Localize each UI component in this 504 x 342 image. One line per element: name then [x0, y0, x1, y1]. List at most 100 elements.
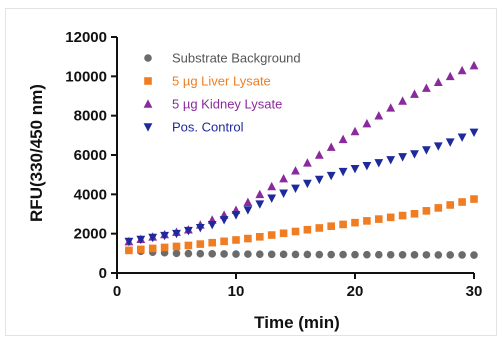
- data-point: [243, 197, 253, 206]
- data-point: [386, 213, 395, 222]
- data-point: [422, 251, 431, 259]
- data-point: [422, 146, 431, 155]
- data-point: [398, 153, 407, 162]
- data-point: [326, 171, 336, 181]
- data-point: [327, 250, 336, 259]
- y-tick-label: 10000: [65, 68, 107, 85]
- data-point: [303, 225, 312, 234]
- data-point: [232, 250, 240, 258]
- data-point: [256, 233, 264, 241]
- data-point: [446, 251, 455, 259]
- data-point: [196, 249, 205, 258]
- data-point: [148, 233, 158, 243]
- data-point: [267, 250, 276, 259]
- data-point: [231, 211, 241, 220]
- data-point: [434, 204, 443, 212]
- data-point: [363, 217, 371, 225]
- data-point: [255, 250, 264, 259]
- data-point: [338, 167, 348, 177]
- data-point: [445, 138, 455, 147]
- data-point: [172, 229, 181, 239]
- data-point: [410, 150, 419, 159]
- data-point: [137, 245, 145, 254]
- data-point: [339, 250, 347, 259]
- data-point: [327, 222, 335, 230]
- data-point: [244, 250, 252, 258]
- data-point: [148, 244, 157, 253]
- legend-entry-label: 5 µg Kidney Lysate: [172, 97, 282, 112]
- data-point: [470, 251, 478, 259]
- data-point: [208, 238, 216, 247]
- data-point: [398, 250, 407, 259]
- data-point: [446, 201, 454, 209]
- data-point: [279, 229, 288, 238]
- axes: [116, 37, 474, 274]
- data-point: [469, 60, 479, 70]
- y-tick-label: 6000: [74, 147, 107, 164]
- data-point: [339, 220, 347, 229]
- data-point: [219, 216, 229, 225]
- data-point: [410, 251, 419, 259]
- data-point: [433, 77, 443, 87]
- x-tick-label: 20: [347, 283, 364, 300]
- y-tick-label: 2000: [74, 226, 107, 243]
- data-point: [375, 250, 383, 259]
- data-point: [243, 206, 253, 215]
- data-point: [172, 242, 181, 251]
- data-point: [458, 198, 466, 206]
- data-point: [457, 133, 467, 142]
- data-point: [351, 218, 359, 227]
- data-point: [303, 179, 312, 189]
- data-point: [125, 246, 133, 255]
- data-point: [291, 250, 300, 259]
- legend-marker: [144, 77, 152, 85]
- data-point: [362, 162, 372, 171]
- data-point: [160, 231, 169, 241]
- ticks: 0 2000 4000 6000 8000 10000 12000 0 10 20 30: [65, 29, 482, 300]
- data-point: [458, 251, 466, 259]
- data-point: [386, 156, 396, 165]
- data-point: [160, 243, 169, 252]
- data-point: [267, 181, 277, 191]
- data-point: [470, 195, 478, 203]
- data-point: [374, 111, 384, 120]
- data-point: [255, 189, 265, 199]
- data-point: [291, 166, 300, 175]
- data-point: [314, 175, 324, 185]
- data-point: [136, 235, 146, 245]
- data-point: [314, 150, 324, 159]
- data-point: [315, 224, 324, 232]
- series-1: [125, 195, 478, 255]
- data-point: [195, 223, 205, 233]
- data-point: [410, 89, 419, 98]
- data-point: [326, 142, 336, 151]
- data-point: [279, 189, 288, 198]
- series-3: [124, 128, 479, 247]
- x-tick-label: 0: [113, 283, 121, 300]
- legend-entry-label: 5 µg Liver Lysate: [172, 74, 271, 89]
- data-point: [386, 250, 395, 259]
- data-point: [351, 250, 359, 259]
- data-point: [386, 103, 396, 112]
- legend-marker: [144, 54, 152, 62]
- x-axis-label: Time (min): [254, 313, 340, 332]
- data-point: [445, 71, 455, 81]
- data-point: [350, 126, 360, 136]
- data-point: [291, 184, 300, 194]
- legend-marker: [143, 99, 153, 108]
- data-point: [363, 250, 371, 259]
- data-point: [410, 210, 419, 218]
- data-point: [267, 231, 276, 239]
- data-point: [422, 83, 431, 92]
- data-point: [398, 211, 407, 220]
- data-point: [279, 250, 288, 259]
- legend-entry-label: Substrate Background: [172, 51, 301, 66]
- y-axis-label: RFU(330/450 nm): [27, 84, 46, 222]
- data-point: [434, 251, 443, 259]
- data-point: [374, 159, 384, 168]
- data-point: [457, 65, 467, 75]
- data-point: [469, 128, 479, 137]
- data-point: [433, 142, 443, 151]
- data-point: [220, 250, 228, 258]
